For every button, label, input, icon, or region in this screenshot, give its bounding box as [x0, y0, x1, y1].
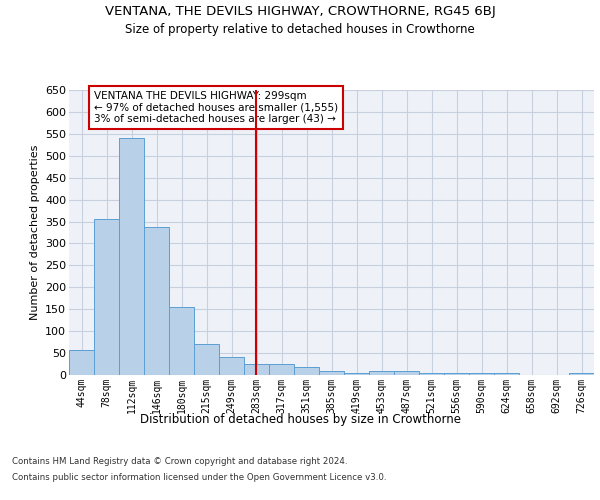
- Bar: [419, 373, 444, 375]
- Text: Contains HM Land Registry data © Crown copyright and database right 2024.: Contains HM Land Registry data © Crown c…: [12, 458, 347, 466]
- Bar: [369, 370, 394, 375]
- Bar: [294, 367, 319, 375]
- Bar: [194, 344, 219, 375]
- Bar: [219, 356, 244, 375]
- Text: Size of property relative to detached houses in Crowthorne: Size of property relative to detached ho…: [125, 22, 475, 36]
- Bar: [319, 370, 344, 375]
- Bar: [269, 364, 294, 375]
- Bar: [494, 373, 519, 375]
- Bar: [244, 364, 269, 375]
- Bar: [69, 350, 94, 375]
- Bar: [469, 373, 494, 375]
- Bar: [94, 220, 119, 375]
- Y-axis label: Number of detached properties: Number of detached properties: [29, 145, 40, 320]
- Text: Distribution of detached houses by size in Crowthorne: Distribution of detached houses by size …: [139, 412, 461, 426]
- Bar: [344, 373, 369, 375]
- Text: VENTANA THE DEVILS HIGHWAY: 299sqm
← 97% of detached houses are smaller (1,555)
: VENTANA THE DEVILS HIGHWAY: 299sqm ← 97%…: [94, 91, 338, 124]
- Bar: [119, 138, 144, 375]
- Text: Contains public sector information licensed under the Open Government Licence v3: Contains public sector information licen…: [12, 472, 386, 482]
- Text: VENTANA, THE DEVILS HIGHWAY, CROWTHORNE, RG45 6BJ: VENTANA, THE DEVILS HIGHWAY, CROWTHORNE,…: [104, 5, 496, 18]
- Bar: [444, 373, 469, 375]
- Bar: [394, 370, 419, 375]
- Bar: [169, 307, 194, 375]
- Bar: [144, 227, 169, 375]
- Bar: [569, 373, 594, 375]
